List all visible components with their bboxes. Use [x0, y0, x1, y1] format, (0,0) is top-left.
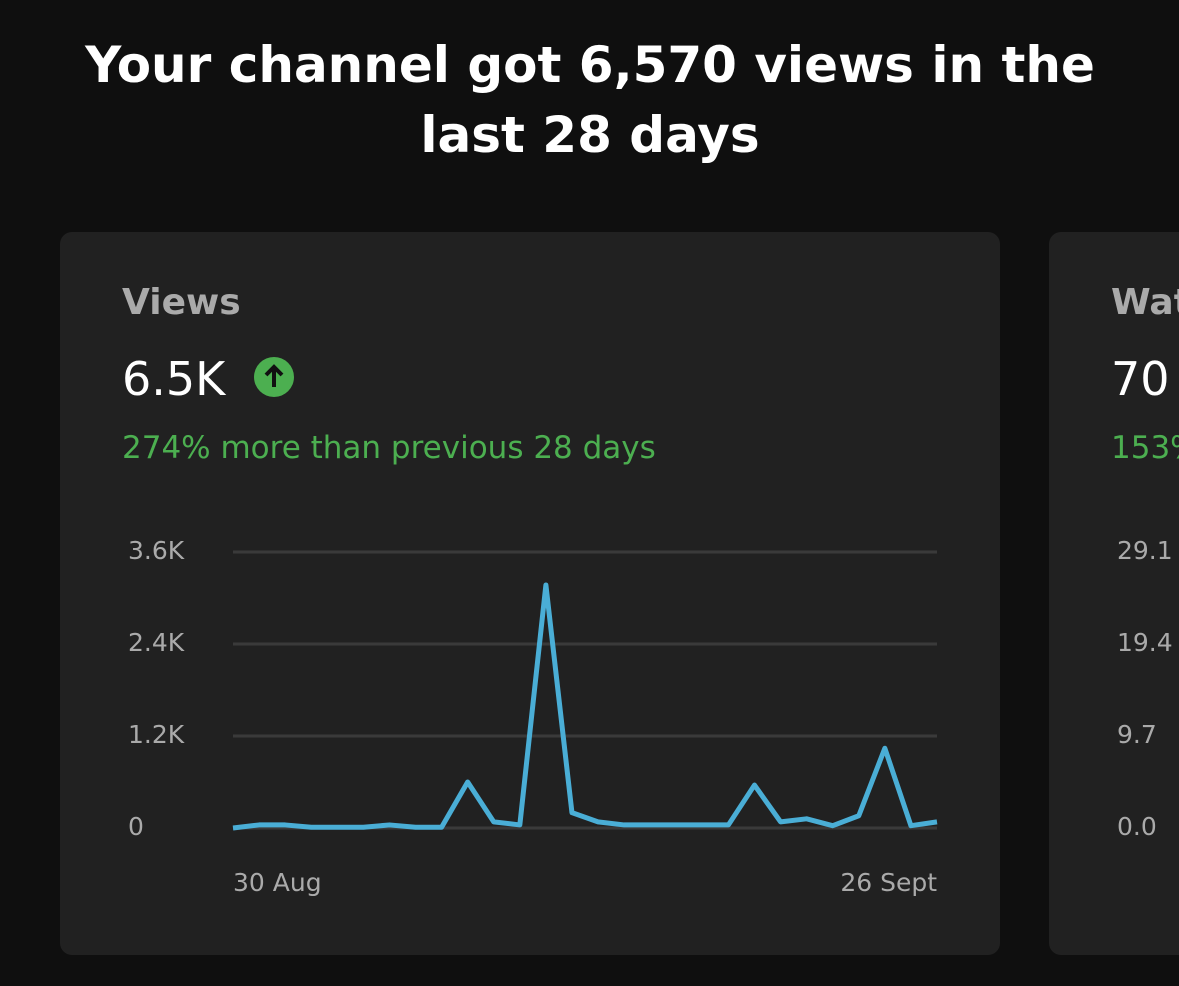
y-tick-label: 3.6K: [128, 536, 185, 565]
up-icon: [253, 357, 294, 397]
y-tick-label: 19.4: [1117, 628, 1173, 657]
card-value: 70: [1111, 352, 1170, 406]
chart: 0.0 9.7 19.4 29.1: [1117, 536, 1173, 841]
views-card[interactable]: Views 6.5K 274% more than previous 28 da…: [60, 232, 1000, 955]
x-tick-label: 30 Aug: [233, 868, 322, 897]
y-tick-label: 1.2K: [128, 720, 185, 749]
card-title: Views: [122, 282, 241, 323]
card-value: 6.5K: [122, 352, 294, 406]
x-tick-label: 26 Sept: [840, 868, 937, 897]
y-tick-label: 29.1: [1117, 536, 1173, 565]
card-title: Wat: [1111, 282, 1179, 323]
page-title: Your channel got 6,570 views in the last…: [85, 36, 1095, 164]
line: [232, 582, 938, 831]
card-change: 274% more than previous 28 days: [122, 430, 656, 466]
card-change: 153%: [1111, 430, 1179, 466]
y-tick-label: 0: [128, 812, 144, 841]
value-text: 6.5K: [122, 352, 226, 406]
chart: 0 1.2K 2.4K 3.6K 30 Aug 26 Sept: [128, 536, 938, 897]
y-tick-label: 2.4K: [128, 628, 185, 657]
y-tick-label: 0.0: [1117, 812, 1157, 841]
watch-card[interactable]: Wat 70 153% 0.0 9.7 19.4 29.1: [1049, 232, 1179, 955]
y-tick-label: 9.7: [1117, 720, 1157, 749]
